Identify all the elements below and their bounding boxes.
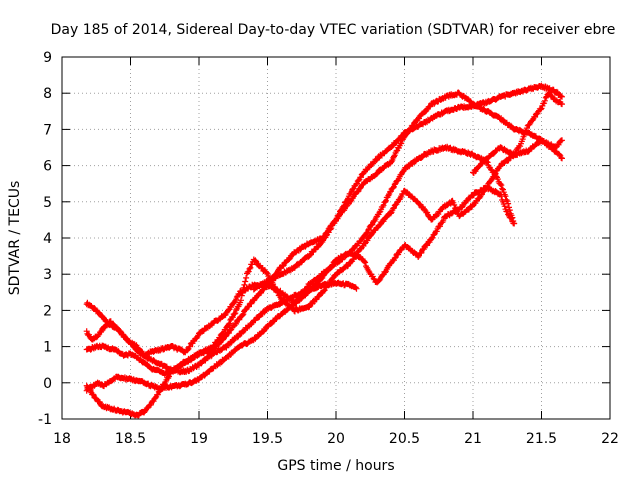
y-tick-label: 4 [43, 231, 52, 247]
x-tick-label: 18 [53, 431, 71, 447]
y-tick-label: 5 [43, 195, 52, 211]
x-tick-label: 22 [601, 431, 619, 447]
y-tick-labels: -1 0 1 2 3 4 5 6 7 8 9 [38, 50, 52, 428]
y-tick-label: 8 [43, 86, 52, 102]
y-tick-label: 9 [43, 50, 52, 66]
y-tick-label: 1 [43, 340, 52, 356]
x-tick-label: 20 [327, 431, 345, 447]
chart-title: Day 185 of 2014, Sidereal Day-to-day VTE… [51, 22, 616, 38]
series-track-4 [83, 143, 518, 394]
x-axis-label: GPS time / hours [277, 458, 394, 474]
x-tick-label: 21 [464, 431, 482, 447]
series-track-2 [83, 183, 518, 359]
x-tick-label: 21.5 [526, 431, 557, 447]
series-markers [83, 143, 518, 394]
y-tick-label: 3 [43, 267, 52, 283]
series-track-6 [250, 82, 565, 293]
x-tick-label: 20.5 [389, 431, 420, 447]
y-tick-label: 2 [43, 303, 52, 319]
series-track-7 [470, 90, 565, 176]
y-axis-label: SDTVAR / TECUs [7, 181, 23, 296]
x-tick-label: 19 [190, 431, 208, 447]
series-markers [250, 82, 565, 293]
data-series [83, 82, 565, 419]
series-markers [83, 183, 518, 359]
x-tick-labels: 18 18.5 19 19.5 20 20.5 21 21.5 22 [53, 431, 619, 447]
y-tick-label: 7 [43, 122, 52, 138]
y-tick-label: 6 [43, 159, 52, 175]
y-tick-label: -1 [38, 412, 52, 428]
y-tick-label: 0 [43, 376, 52, 392]
series-markers [470, 90, 565, 176]
plot-frame [61, 56, 611, 420]
x-tick-label: 19.5 [252, 431, 283, 447]
x-tick-label: 18.5 [115, 431, 146, 447]
